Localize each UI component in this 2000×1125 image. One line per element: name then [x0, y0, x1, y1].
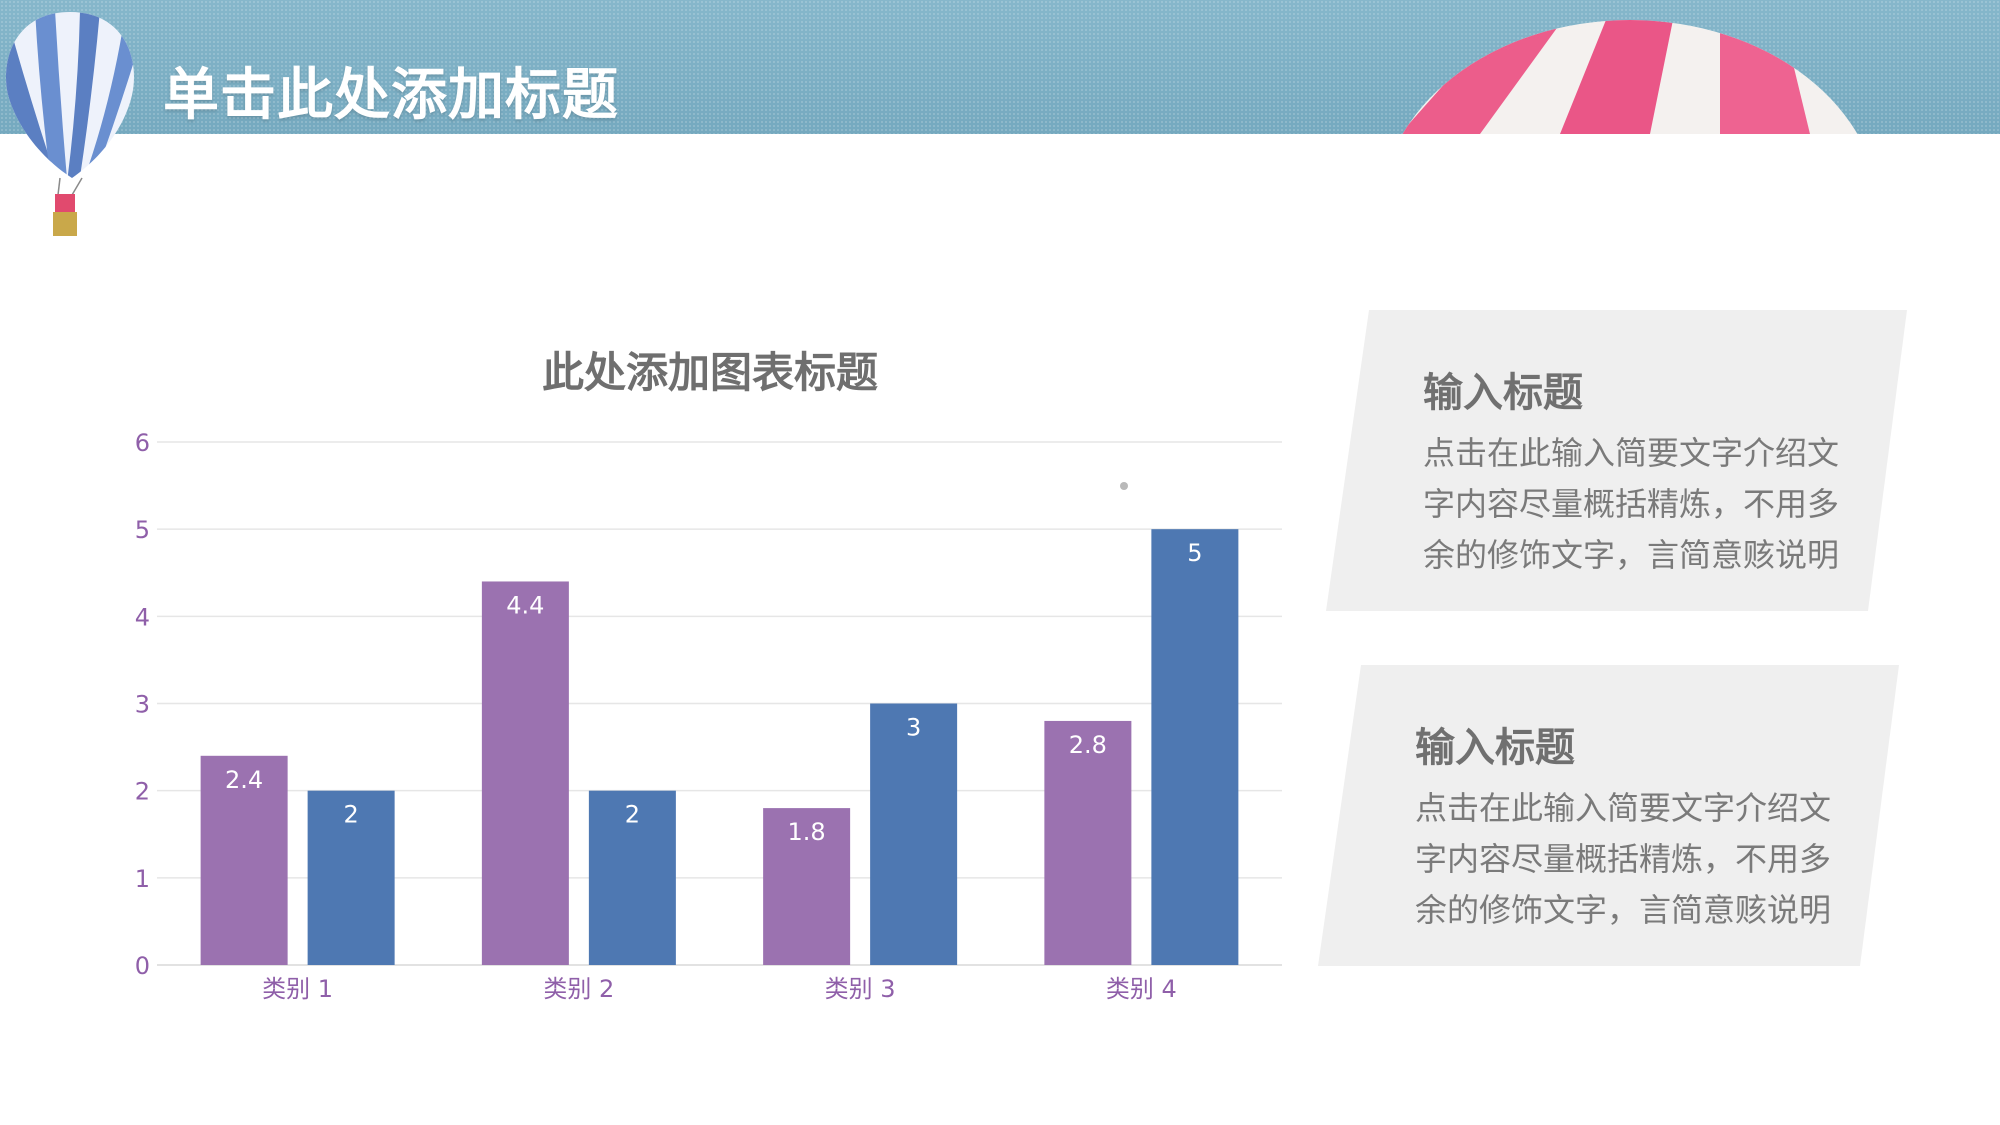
chart-bars	[200, 529, 1239, 966]
data-label: 5	[1187, 539, 1202, 567]
info-panel-2: 输入标题 点击在此输入简要文字介绍文字内容尽量概括精炼，不用多余的修饰文字，言简…	[1317, 665, 1899, 966]
bar[interactable]	[588, 790, 676, 965]
panel-1-background	[1326, 310, 1907, 611]
info-panel-1: 输入标题 点击在此输入简要文字介绍文字内容尽量概括精炼，不用多余的修饰文字，言简…	[1325, 310, 1907, 611]
bar[interactable]	[481, 581, 569, 965]
x-category-label: 类别 3	[825, 975, 896, 1003]
panel-2-title[interactable]: 输入标题	[1415, 725, 1575, 771]
hot-air-balloon-pink-icon	[1380, 20, 1880, 134]
bar[interactable]	[1044, 720, 1132, 965]
data-label: 1.8	[788, 818, 826, 846]
y-tick-label: 0	[135, 952, 150, 980]
y-tick-label: 1	[135, 865, 150, 893]
data-label: 2.4	[225, 766, 263, 794]
x-category-label: 类别 4	[1106, 975, 1177, 1003]
data-label: 2.8	[1069, 731, 1107, 759]
bar[interactable]	[307, 790, 395, 965]
y-tick-label: 4	[135, 603, 150, 631]
x-category-label: 类别 2	[543, 975, 614, 1003]
data-label: 4.4	[506, 591, 544, 619]
y-tick-label: 6	[135, 429, 150, 457]
data-label: 2	[343, 801, 358, 829]
y-tick-label: 5	[135, 516, 150, 544]
page-title[interactable]: 单击此处添加标题	[163, 63, 619, 128]
y-tick-label: 2	[135, 778, 150, 806]
x-category-label: 类别 1	[262, 975, 333, 1003]
panel-2-background	[1318, 665, 1899, 966]
y-tick-label: 3	[135, 691, 150, 719]
bar[interactable]	[200, 755, 288, 965]
data-label: 3	[906, 714, 921, 742]
bar[interactable]	[1151, 529, 1239, 965]
chart-labels: 0 1 2 3 4 5 6 2.4 2 类别 1 4.4 2 类别 2 1.8 3 类别 3 2.8 5 类别 4	[135, 429, 1203, 1003]
panel-1-title[interactable]: 输入标题	[1423, 370, 1583, 416]
chart-title[interactable]: 此处添加图表标题	[542, 348, 878, 397]
hot-air-balloon-blue-icon	[5, 12, 135, 236]
header-banner: 单击此处添加标题	[0, 0, 2000, 134]
decorative-dot	[1120, 482, 1128, 490]
panel-2-text[interactable]: 点击在此输入简要文字介绍文字内容尽量概括精炼，不用多余的修饰文字，言简意赅说明	[1415, 789, 1832, 929]
bar[interactable]	[763, 808, 851, 965]
data-label: 2	[625, 801, 640, 829]
panel-1-text[interactable]: 点击在此输入简要文字介绍文字内容尽量概括精炼，不用多余的修饰文字，言简意赅说明	[1423, 434, 1840, 574]
bar[interactable]	[870, 703, 958, 966]
